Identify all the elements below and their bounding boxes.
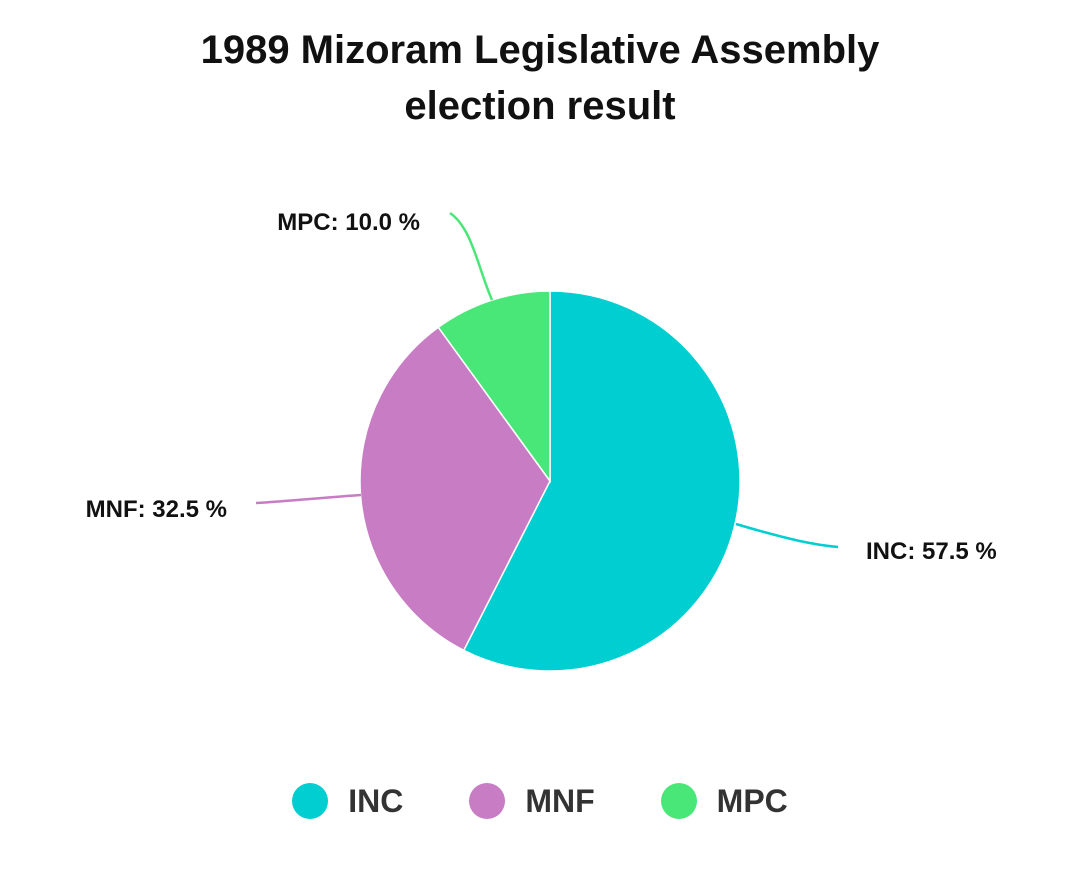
pie-slice-mpc[interactable] xyxy=(437,290,551,484)
legend-label-mnf: MNF xyxy=(525,782,595,819)
slice-labels: INC: 57.5 % MNF: 32.5 % MPC: 10.0 % xyxy=(86,209,997,565)
leader-line-inc xyxy=(735,522,839,549)
chart-title-line-1: 1989 Mizoram Legislative Assembly xyxy=(200,28,880,72)
leader-line-mpc xyxy=(449,211,494,301)
pie-slice-inc[interactable] xyxy=(462,290,741,672)
legend: INC MNF MPC xyxy=(0,776,1080,826)
legend-label-inc: INC xyxy=(348,782,404,819)
legend-swatch-mnf xyxy=(469,783,506,819)
legend-item-inc[interactable]: INC xyxy=(292,783,403,820)
legend-swatch-mpc xyxy=(660,783,697,819)
leader-line-mnf xyxy=(255,493,362,505)
label-leader-lines xyxy=(255,211,839,549)
slice-label-mnf: MNF: 32.5 % xyxy=(86,496,227,523)
pie-slices xyxy=(359,290,741,672)
legend-label-mpc: MPC xyxy=(716,782,788,819)
slice-label-inc: INC: 57.5 % xyxy=(866,538,997,565)
slice-label-mpc: MPC: 10.0 % xyxy=(277,209,420,236)
legend-swatch-inc xyxy=(292,783,329,819)
chart-title: 1989 Mizoram Legislative Assembly electi… xyxy=(0,22,1080,134)
legend-item-mpc[interactable]: MPC xyxy=(660,782,788,820)
legend-item-mnf[interactable]: MNF xyxy=(469,782,595,820)
chart-title-line-2: election result xyxy=(404,84,676,128)
